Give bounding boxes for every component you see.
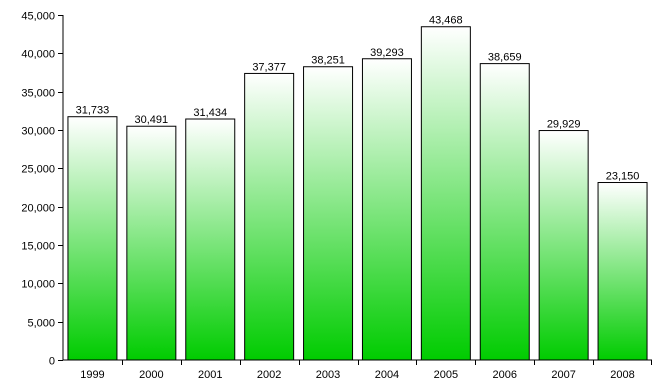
bar-2005 — [420, 26, 471, 361]
y-tick-label: 35,000 — [21, 88, 55, 100]
y-tick-label: 5,000 — [27, 318, 55, 330]
y-tick-label: 20,000 — [21, 203, 55, 215]
y-tick-label: 10,000 — [21, 279, 55, 291]
x-tick-label-2001: 2001 — [198, 369, 222, 381]
data-label-2007: 29,929 — [547, 119, 581, 131]
y-tick-label: 30,000 — [21, 126, 55, 138]
data-label-2003: 38,251 — [311, 55, 345, 67]
bar-2002 — [244, 72, 295, 361]
bar-2003 — [303, 66, 354, 361]
bar-2006 — [479, 63, 530, 361]
bar-2000 — [126, 125, 177, 361]
data-label-2005: 43,468 — [429, 15, 463, 27]
data-label-2000: 30,491 — [135, 114, 169, 126]
x-tick-label-2000: 2000 — [139, 369, 163, 381]
x-tick-label-2006: 2006 — [493, 369, 517, 381]
data-label-2004: 39,293 — [370, 47, 404, 59]
data-label-2006: 38,659 — [488, 52, 522, 64]
x-tick-label-1999: 1999 — [80, 369, 104, 381]
data-label-2008: 23,150 — [606, 171, 640, 183]
y-tick-label: 0 — [49, 356, 55, 368]
bar-2004 — [361, 58, 412, 361]
bar-2001 — [185, 118, 236, 361]
bar-2007 — [538, 130, 589, 361]
bar-1999 — [67, 116, 118, 361]
y-tick-label: 45,000 — [21, 11, 55, 23]
x-tick-label-2005: 2005 — [434, 369, 458, 381]
y-tick-label: 25,000 — [21, 164, 55, 176]
y-tick-label: 15,000 — [21, 241, 55, 253]
data-label-2001: 31,434 — [193, 107, 227, 119]
data-label-1999: 31,733 — [76, 105, 110, 117]
x-tick-label-2002: 2002 — [257, 369, 281, 381]
x-tick-label-2003: 2003 — [316, 369, 340, 381]
x-tick-label-2008: 2008 — [610, 369, 634, 381]
y-tick-label: 40,000 — [21, 49, 55, 61]
x-tick-label-2007: 2007 — [551, 369, 575, 381]
x-tick-label-2004: 2004 — [375, 369, 399, 381]
bar-2008 — [597, 182, 648, 361]
data-label-2002: 37,377 — [252, 61, 286, 73]
